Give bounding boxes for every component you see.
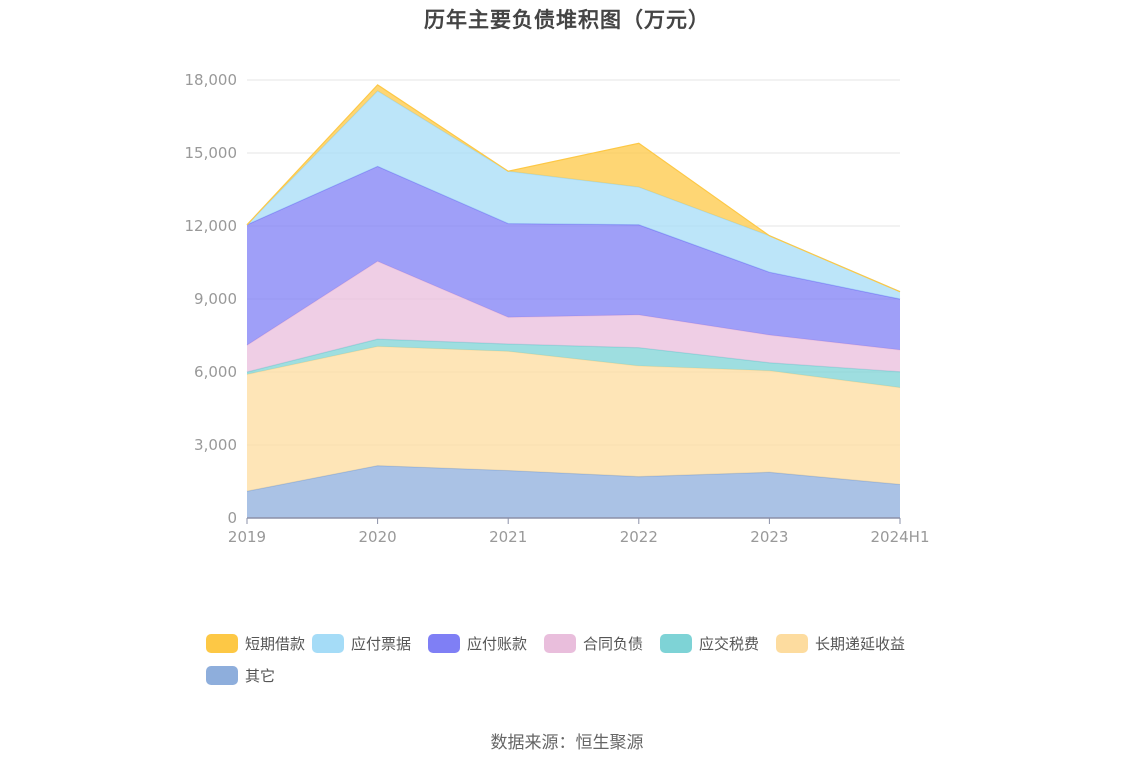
x-tick-label: 2024H1 <box>871 528 930 546</box>
legend-swatch <box>206 634 238 653</box>
x-tick-label: 2022 <box>620 528 658 546</box>
area-series-0[interactable] <box>247 465 900 518</box>
source-note: 数据来源：恒生聚源 <box>490 733 644 753</box>
legend-swatch <box>206 666 238 685</box>
area-series-1[interactable] <box>247 346 900 492</box>
legend-label: 短期借款 <box>245 635 305 653</box>
legend-swatch <box>312 634 344 653</box>
legend-swatch <box>776 634 808 653</box>
legend-item[interactable]: 其它 <box>206 666 275 685</box>
legend-swatch <box>428 634 460 653</box>
area-series-edge-6 <box>246 84 901 293</box>
legend-item[interactable]: 应付票据 <box>312 634 411 653</box>
y-tick-label: 18,000 <box>185 71 238 89</box>
legend-item[interactable]: 应付账款 <box>428 634 527 653</box>
x-tick-label: 2021 <box>489 528 527 546</box>
chart-title: 历年主要负债堆积图（万元） <box>424 8 710 32</box>
y-tick-label: 0 <box>227 509 237 527</box>
axes: 0 3,000 6,000 9,000 12,000 15,000 18,000 2019 20… <box>185 71 930 546</box>
legend-swatch <box>544 634 576 653</box>
legend-item[interactable]: 长期递延收益 <box>776 634 905 653</box>
x-tick-label: 2023 <box>750 528 788 546</box>
legend-label: 应交税费 <box>699 635 759 653</box>
legend-label: 应付账款 <box>467 635 527 653</box>
y-tick-label: 15,000 <box>185 144 238 162</box>
legend-label: 其它 <box>245 667 275 685</box>
legend-label: 长期递延收益 <box>815 635 905 653</box>
y-tick-label: 12,000 <box>185 217 238 235</box>
legend-item[interactable]: 合同负债 <box>544 634 643 653</box>
y-tick-label: 9,000 <box>194 290 237 308</box>
legend-label: 应付票据 <box>351 635 411 653</box>
area-series-2[interactable] <box>247 339 900 388</box>
area-series-4[interactable] <box>247 166 900 350</box>
y-tick-label: 3,000 <box>194 436 237 454</box>
legend-item[interactable]: 短期借款 <box>206 634 305 653</box>
y-tick-label: 6,000 <box>194 363 237 381</box>
x-tick-label: 2020 <box>359 528 397 546</box>
x-tick-label: 2019 <box>228 528 266 546</box>
legend-label: 合同负债 <box>583 635 643 653</box>
area-series-5[interactable] <box>247 90 900 299</box>
area-series-layer <box>246 84 901 518</box>
legend-item[interactable]: 应交税费 <box>660 634 759 653</box>
area-series-3[interactable] <box>247 261 900 372</box>
legend-swatch <box>660 634 692 653</box>
